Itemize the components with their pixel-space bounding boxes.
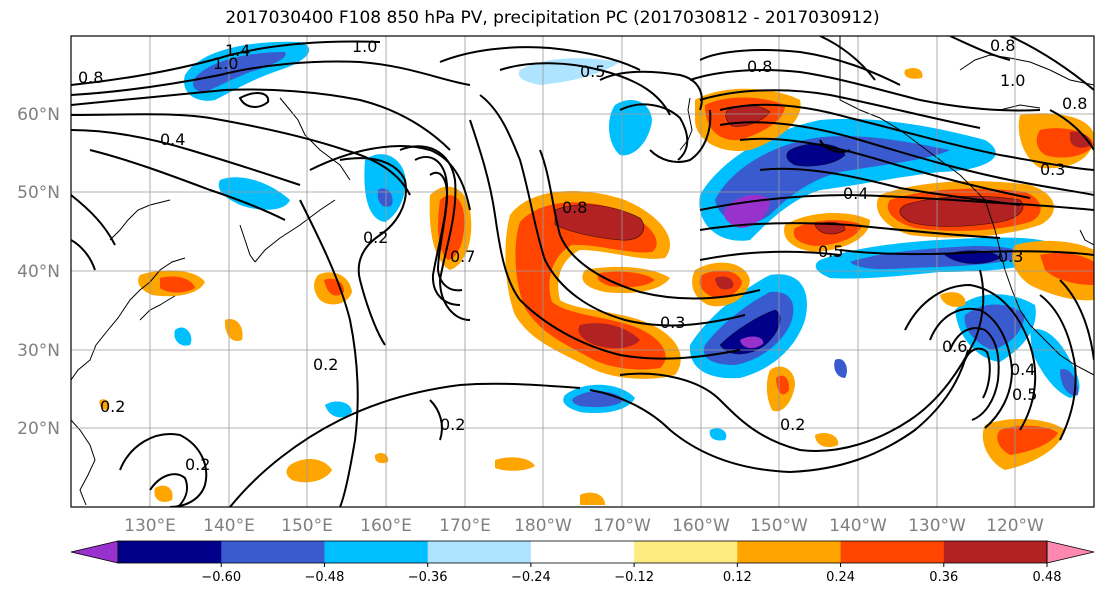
map-title: 2017030400 F108 850 hPa PV, precipitatio… [225,8,880,28]
contour-label: 0.4 [160,130,185,149]
contour-label: 0.2 [185,455,210,474]
contour-label: 0.5 [1012,385,1037,404]
colorbar-tick-label: −0.12 [614,570,654,585]
contour-label: 1.0 [352,37,377,56]
colorbar-extend-high [1046,540,1095,564]
lon-label: 160°W [672,516,730,536]
contour-label: 0.2 [100,397,125,416]
latitude-axis: 60°N 50°N 40°N 30°N 20°N [17,105,60,439]
contour-labels: 1.0 1.4 1.0 0.8 0.8 0.8 1.0 0.8 0.5 0.4 … [78,36,1087,474]
contour-label: 0.5 [580,62,605,81]
lat-label: 50°N [17,183,60,203]
lon-label: 150°W [750,516,808,536]
lon-label: 130°W [908,516,966,536]
colorbar-outline [117,540,1048,564]
colorbar-tick-label: −0.48 [305,570,345,585]
colorbar-tick-label: 0.12 [723,570,752,585]
lon-label: 170°W [593,516,651,536]
colorbar-segment [634,541,738,563]
lon-label: 170°E [439,516,491,536]
contour-label: 0.3 [1040,160,1065,179]
contour-label: 0.8 [990,36,1015,55]
colorbar-segment [118,541,222,563]
contour-label: 0.2 [780,415,805,434]
contour-label: 0.8 [1062,94,1087,113]
lon-label: 130°E [124,516,176,536]
contour-label: 1.0 [213,54,238,73]
colorbar-tick-label: 0.36 [929,570,958,585]
colorbar-extend-low [70,540,119,564]
contour-label: 0.3 [660,313,685,332]
lat-label: 30°N [17,341,60,361]
lon-label: 180°W [514,516,572,536]
lon-label: 140°E [203,516,255,536]
contour-label: 1.0 [1000,71,1025,90]
contour-label: 0.6 [942,337,967,356]
colorbar-segment [324,541,429,563]
longitude-axis: 130°E 140°E 150°E 160°E 170°E 180°W 170°… [124,516,1044,536]
colorbar-segment [943,541,1048,563]
colorbar-segment [221,541,325,563]
colorbar-segment [737,541,842,563]
map-frame [70,35,1095,508]
lon-label: 160°E [360,516,412,536]
contour-label: 0.2 [313,355,338,374]
contour-label: 1.4 [225,41,250,60]
colorbar-tick-label: −0.36 [408,570,448,585]
colorbar-tick-label: 0.24 [826,570,855,585]
colorbar-ticks: −0.60 −0.48 −0.36 −0.24 −0.12 0.12 0.24 0.36 0.4… [201,563,1062,585]
contour-label: 0.7 [450,247,475,266]
contour-label: 0.8 [747,57,772,76]
contour-label: 0.8 [562,198,587,217]
contour-label: 0.3 [998,247,1023,266]
colorbar-segment [530,541,635,563]
lat-label: 60°N [17,105,60,125]
contour-label: 0.2 [363,228,388,247]
contour-label: 0.4 [843,184,868,203]
colorbar-segment [427,541,532,563]
colorbar-tick-label: −0.24 [511,570,551,585]
coastlines [71,36,1094,506]
lon-label: 140°W [829,516,887,536]
lon-label: 150°E [281,516,333,536]
contour-label: 0.4 [1010,360,1035,379]
colorbar-tick-label: −0.60 [201,570,241,585]
pv-contours [71,36,1094,507]
lat-label: 20°N [17,419,60,439]
colorbar-segment [840,541,945,563]
contour-label: 0.5 [818,242,843,261]
colorbar-tick-label: 0.48 [1033,570,1062,585]
lat-label: 40°N [17,262,60,282]
contour-label: 0.2 [440,415,465,434]
colorbar [70,540,1095,564]
contour-label: 0.8 [78,68,103,87]
lon-label: 120°W [986,516,1044,536]
